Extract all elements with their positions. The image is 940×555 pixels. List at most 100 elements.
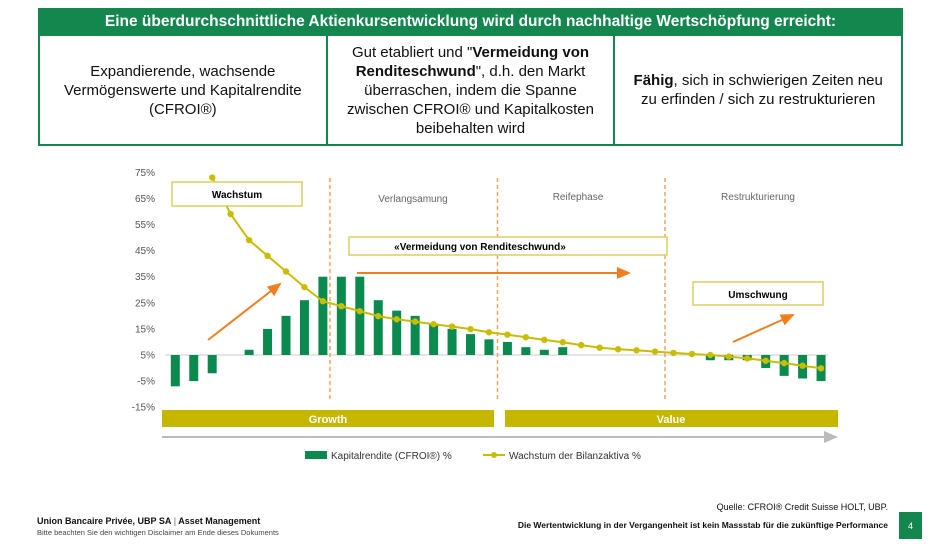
line-point <box>817 365 825 372</box>
bar <box>189 355 199 382</box>
line-point <box>467 325 474 333</box>
line-point <box>578 341 585 349</box>
annotation-vermeidung: «Vermeidung von Renditeschwund» <box>394 242 566 253</box>
band-growth <box>162 410 494 427</box>
y-tick-label: 45% <box>135 246 155 257</box>
line-point <box>670 349 677 357</box>
text: Expandierende, wachsende Vermögenswerte … <box>64 62 302 118</box>
band-label: Growth <box>309 414 348 426</box>
line-point <box>301 283 308 291</box>
bar <box>263 328 273 355</box>
line-point <box>411 318 419 325</box>
y-tick-label: 25% <box>135 298 155 309</box>
line-point <box>448 323 456 330</box>
bar <box>318 276 328 355</box>
disclaimer: Bitte beachten Sie den wichtigen Disclai… <box>37 528 279 537</box>
bar <box>502 341 512 355</box>
source-note: Quelle: CFROI® Credit Suisse HOLT, UBP. <box>716 502 888 512</box>
bar <box>484 339 494 355</box>
line-point <box>393 316 400 323</box>
bar <box>207 355 217 374</box>
text-bold: Fähig <box>633 72 674 89</box>
line-point <box>541 336 548 344</box>
bar <box>299 300 309 355</box>
band-value <box>505 410 838 427</box>
criteria-columns: Expandierende, wachsende Vermögenswerte … <box>38 36 903 146</box>
division: Asset Management <box>178 516 261 526</box>
legend-bar-swatch <box>305 451 327 459</box>
line-point <box>762 357 769 364</box>
bar <box>466 334 475 355</box>
line-point <box>744 355 751 362</box>
bar <box>410 315 420 355</box>
bar <box>281 315 291 355</box>
bar <box>447 328 457 355</box>
line-point <box>596 344 603 351</box>
performance-note: Die Wertentwicklung in der Vergangenheit… <box>517 520 888 530</box>
line-point <box>209 174 216 181</box>
bar <box>521 347 531 355</box>
bar <box>336 276 346 355</box>
legend-label: Wachstum der Bilanzaktiva % <box>509 451 641 462</box>
bar <box>355 276 365 355</box>
legend-dot <box>491 452 497 458</box>
line-point <box>356 307 363 315</box>
line-point <box>799 362 806 369</box>
bar <box>539 349 549 355</box>
text: Gut etabliert und " <box>351 43 473 61</box>
line-point <box>227 210 234 218</box>
annotation-wachstum: Wachstum <box>212 190 262 201</box>
growth-line <box>211 177 822 370</box>
bar <box>429 323 439 355</box>
line-point <box>688 350 696 358</box>
y-tick-label: 15% <box>135 324 155 335</box>
text-bold: Vermeidung von Renditeschwund <box>355 43 590 80</box>
company: Union Bancaire Privée, UBP SA <box>37 516 172 526</box>
annotation-umschwung: Umschwung <box>728 290 787 301</box>
line-point <box>319 298 327 305</box>
line-point <box>375 312 382 320</box>
bar <box>170 355 180 387</box>
line-point <box>707 351 714 359</box>
y-tick-label: 55% <box>135 220 155 231</box>
bar <box>244 349 254 355</box>
y-tick-label: 35% <box>135 272 155 283</box>
band-label: Value <box>657 414 686 426</box>
arrow-icon <box>207 282 282 341</box>
line-point <box>614 346 622 353</box>
line-point <box>651 348 659 355</box>
phase-label: Reifephase <box>553 192 604 203</box>
annotation-box <box>348 236 668 256</box>
criteria-growth: Expandierende, wachsende Vermögenswerte … <box>40 36 326 144</box>
line-point <box>780 359 788 367</box>
text: , sich in schwierigen Zeiten neu zu erfi… <box>641 72 883 108</box>
y-tick-label: 75% <box>135 168 155 179</box>
line-point <box>504 331 511 338</box>
criteria-maturity: Gut etabliert und "Vermeidung von Rendit… <box>325 36 614 144</box>
line-point <box>282 268 290 275</box>
y-tick-label: 65% <box>135 194 155 205</box>
bar <box>392 310 402 355</box>
line-point <box>245 236 253 244</box>
y-tick-label: -15% <box>132 403 155 414</box>
line-point <box>430 321 437 328</box>
legend-label: Kapitalrendite (CFROI®) % <box>331 451 452 462</box>
line-point <box>559 339 566 346</box>
line-point <box>338 302 345 310</box>
annotation-box <box>171 181 303 207</box>
slide-title: Eine überdurchschnittliche Aktienkursent… <box>38 8 903 36</box>
line-point <box>725 353 732 360</box>
annotation-box <box>692 281 824 306</box>
line-point <box>264 252 271 260</box>
y-tick-label: -5% <box>137 377 155 388</box>
phase-label: Verlangsamung <box>378 194 448 205</box>
y-tick-label: 5% <box>141 351 156 362</box>
bar <box>373 300 383 355</box>
arrow-icon <box>732 314 795 343</box>
line-point <box>633 347 640 354</box>
bar <box>558 347 568 355</box>
page-number: 4 <box>899 512 922 539</box>
text: ", d.h. den Markt überraschen, indem die… <box>347 62 594 137</box>
criteria-restructure: Fähig, sich in schwierigen Zeiten neu zu… <box>613 36 901 144</box>
